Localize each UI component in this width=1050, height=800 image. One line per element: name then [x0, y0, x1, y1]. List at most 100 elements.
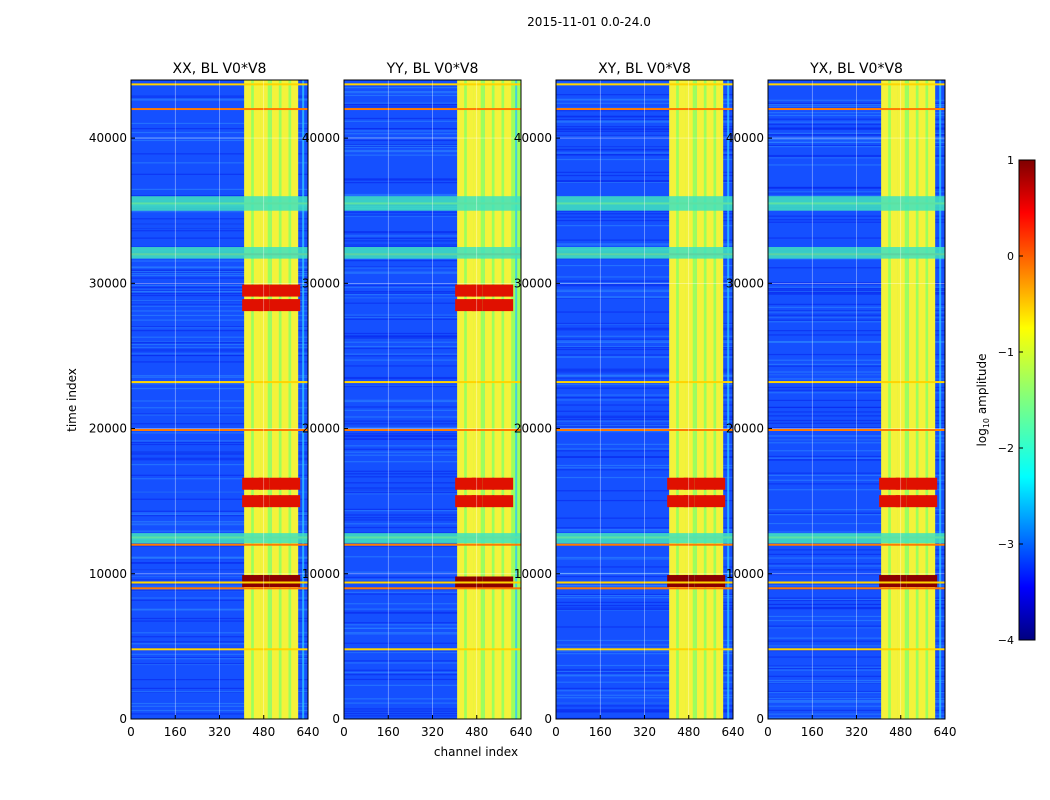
rfi-blob: [492, 477, 504, 490]
colorbar-tick-label: 1: [1007, 154, 1014, 167]
rfi-blob: [683, 575, 695, 588]
rfi-blob: [482, 495, 494, 508]
colorbar-label-amplitude: amplitude: [975, 354, 989, 418]
rfi-blob: [251, 477, 263, 490]
rfi-blob: [269, 284, 281, 297]
rfi-blob: [676, 575, 688, 588]
rfi-blob: [455, 495, 467, 508]
x-tick-label: 0: [552, 725, 560, 739]
rfi-blob: [471, 495, 483, 508]
x-tick-label: 320: [208, 725, 231, 739]
colorbar-tick-label: −3: [998, 538, 1014, 551]
heatmap-panel-4: YX, BL V0*V8 0 160 320 480 640 0 10000 20000 3000…: [726, 61, 957, 739]
x-tick-label: 640: [934, 725, 957, 739]
colorbar-label: log10 amplitude: [975, 354, 991, 447]
colorbar-tick-label: −1: [998, 346, 1014, 359]
rfi-blob: [471, 284, 483, 297]
x-tick-label: 0: [127, 725, 135, 739]
y-tick-label: 30000: [302, 276, 340, 290]
rfi-blob: [906, 495, 918, 508]
bright-channel-column: [897, 80, 905, 719]
rfi-blob: [683, 477, 695, 490]
rfi-blob: [258, 495, 270, 508]
panel-title: YX, BL V0*V8: [809, 61, 903, 77]
colorbar: 10−1−2−3−4 log10 amplitude: [975, 154, 1036, 647]
figure-suptitle: 2015-11-01 0.0-24.0: [527, 15, 651, 29]
bright-channel-column: [457, 80, 465, 719]
rfi-blob: [704, 575, 716, 588]
x-tick-label: 480: [465, 725, 488, 739]
rfi-blob: [879, 477, 891, 490]
x-tick-label: 160: [801, 725, 824, 739]
rfi-blob: [667, 495, 679, 508]
rfi-blob: [242, 495, 254, 508]
y-tick-label: 0: [119, 712, 127, 726]
rfi-blob: [667, 575, 679, 588]
rfi-blob: [279, 495, 291, 508]
rfi-blob: [694, 477, 706, 490]
bright-channel-column: [696, 80, 704, 719]
rfi-blob: [289, 284, 301, 297]
panel-title: XY, BL V0*V8: [598, 61, 691, 77]
rfi-blob: [455, 284, 467, 297]
bright-channel-column: [271, 80, 279, 719]
bright-channel-column: [908, 80, 916, 719]
rfi-blob: [464, 495, 476, 508]
colorbar-gradient: [1018, 159, 1036, 641]
rfi-blob: [906, 477, 918, 490]
rfi-blob: [888, 495, 900, 508]
rfi-blob: [251, 575, 263, 588]
rfi-blob: [492, 495, 504, 508]
rfi-blob: [258, 299, 270, 312]
rfi-blob: [895, 495, 907, 508]
rfi-blob: [251, 299, 263, 312]
rfi-blob: [895, 575, 907, 588]
y-tick-label: 10000: [726, 567, 764, 581]
rfi-blob: [251, 495, 263, 508]
rfi-blob: [879, 575, 891, 588]
bright-channel-column: [484, 80, 492, 719]
colorbar-label-subscript: 10: [982, 418, 991, 428]
rfi-blob: [676, 477, 688, 490]
rfi-blob: [926, 575, 938, 588]
y-tick-label: 10000: [89, 567, 127, 581]
heatmap-panels: XX, BL V0*V8 0 160 320 480 640 0 10000 20000 3000…: [89, 61, 957, 739]
bright-channel-column: [890, 80, 898, 719]
rfi-blob: [269, 575, 281, 588]
rfi-blob: [926, 477, 938, 490]
x-tick-label: 640: [722, 725, 745, 739]
bright-channel-column: [669, 80, 677, 719]
rfi-blob: [482, 299, 494, 312]
rfi-blob: [464, 299, 476, 312]
rfi-blob: [895, 477, 907, 490]
rfi-blob: [667, 477, 679, 490]
rfi-blob: [455, 477, 467, 490]
x-tick-label: 320: [845, 725, 868, 739]
x-tick-label: 640: [297, 725, 320, 739]
y-tick-label: 20000: [302, 422, 340, 436]
bright-channel-column: [281, 80, 289, 719]
x-tick-label: 0: [764, 725, 772, 739]
rfi-blob: [502, 284, 514, 297]
rfi-blob: [289, 477, 301, 490]
bright-channel-column: [291, 80, 299, 719]
panel-title: XX, BL V0*V8: [173, 61, 267, 77]
bright-channel-column: [473, 80, 481, 719]
y-axis-label: time index: [65, 368, 79, 432]
rfi-blob: [279, 477, 291, 490]
rfi-blob: [683, 495, 695, 508]
rfi-blob: [492, 299, 504, 312]
heatmap-panel-1: XX, BL V0*V8 0 160 320 480 640 0 10000 20000 3000…: [89, 61, 320, 739]
channel-gap: [727, 80, 730, 719]
rfi-blob: [492, 284, 504, 297]
bright-channel-column: [716, 80, 724, 719]
rfi-blob: [502, 299, 514, 312]
colorbar-label-log: log: [975, 428, 989, 446]
rfi-blob: [916, 477, 928, 490]
rfi-blob: [269, 477, 281, 490]
rfi-blob: [694, 495, 706, 508]
rfi-blob: [482, 284, 494, 297]
rfi-blob: [704, 477, 716, 490]
rfi-blob: [289, 575, 301, 588]
rfi-blob: [926, 495, 938, 508]
